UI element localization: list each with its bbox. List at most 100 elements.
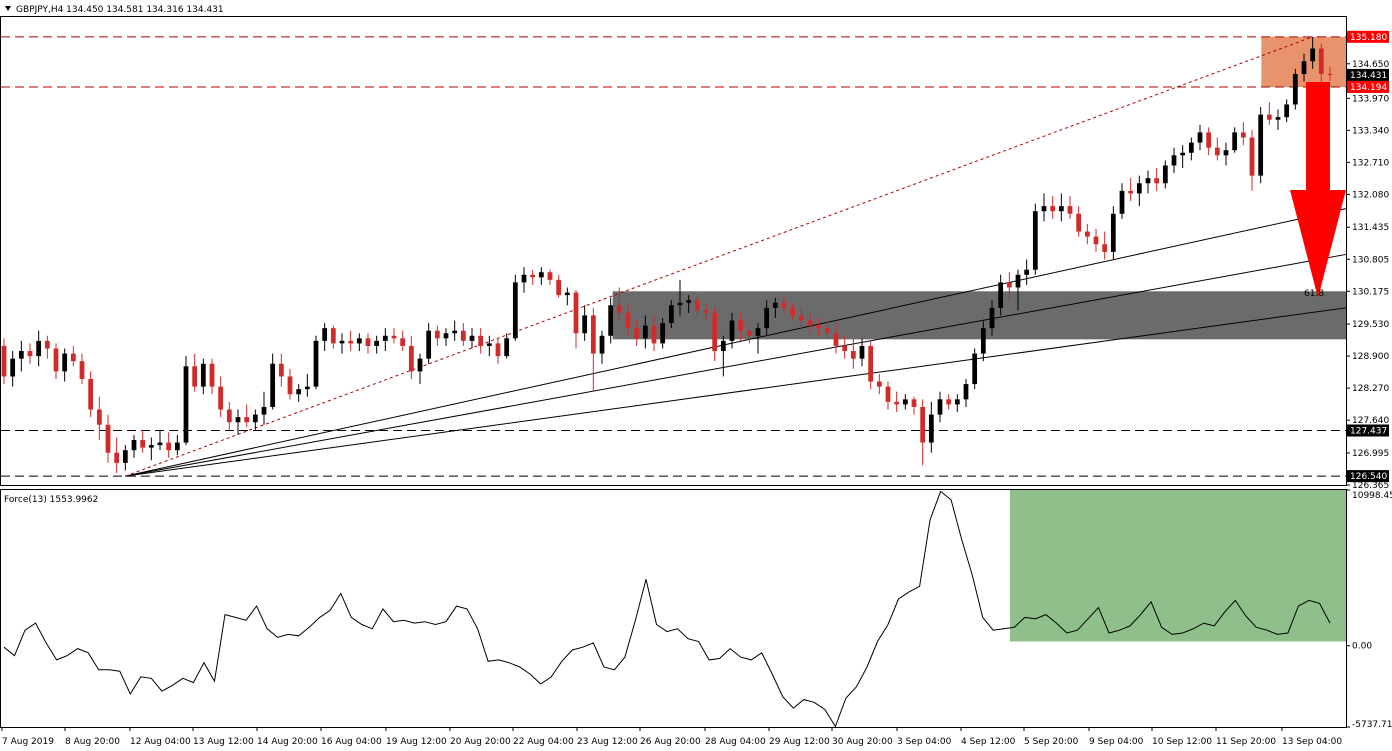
candle-body: [200, 363, 206, 387]
candle-body: [824, 328, 830, 334]
candle-body: [1292, 73, 1298, 105]
candle-body: [1188, 142, 1194, 153]
candle-body: [582, 315, 588, 334]
candle-body: [296, 389, 302, 395]
candle-body: [937, 399, 943, 415]
candle-body: [1024, 269, 1030, 275]
candle-body: [391, 335, 397, 339]
candle-body: [1102, 244, 1108, 252]
time-tick-label: 30 Aug 20:00: [832, 737, 893, 747]
price-tag-bg: [1347, 68, 1389, 81]
candle-body: [686, 300, 692, 303]
candle-body: [1145, 178, 1151, 184]
candle-body: [1171, 155, 1177, 166]
candle-body: [270, 363, 276, 407]
candle-body: [1240, 132, 1246, 138]
candle-body: [530, 274, 536, 278]
candle-body: [1310, 48, 1316, 62]
candle-body: [148, 445, 154, 448]
candle-body: [833, 333, 839, 346]
candle-body: [235, 417, 241, 423]
candle-body: [1275, 117, 1281, 120]
candle-body: [989, 307, 995, 329]
candle-body: [876, 381, 882, 387]
candle-body: [18, 351, 24, 359]
collapse-triangle-icon[interactable]: [5, 6, 11, 11]
candle-body: [1284, 104, 1290, 118]
candle-body: [885, 386, 891, 402]
time-tick-label: 5 Sep 20:00: [1024, 737, 1079, 747]
candle-body: [62, 353, 68, 372]
candle-body: [1119, 190, 1125, 214]
candle-body: [1232, 132, 1238, 151]
candle-body: [452, 330, 458, 334]
time-tick-label: 8 Aug 20:00: [65, 737, 120, 747]
candle-body: [694, 300, 700, 311]
force-tick-label: 10998.450: [1352, 491, 1392, 501]
price-tick-label: 127.640: [1352, 416, 1389, 426]
time-tick-label: 16 Aug 04:00: [321, 737, 382, 747]
time-tick-label: 4 Sep 12:00: [961, 737, 1016, 747]
candle-body: [1266, 114, 1272, 120]
candle-body: [911, 399, 917, 407]
candle-body: [1067, 206, 1073, 214]
candle-body: [400, 338, 406, 346]
candle-body: [1162, 165, 1168, 184]
candle-body: [365, 338, 371, 346]
candle-body: [88, 378, 94, 410]
candle-body: [443, 333, 449, 339]
candle-body: [720, 340, 726, 352]
time-tick-label: 13 Aug 12:00: [193, 737, 254, 747]
time-tick-label: 29 Aug 12:00: [769, 737, 830, 747]
price-tag-label: 134.194: [1350, 83, 1387, 93]
force-tick-label: -5737.718: [1352, 720, 1392, 730]
candle-body: [44, 340, 50, 349]
price-tick-label: 132.710: [1352, 158, 1389, 168]
candle-body: [616, 305, 622, 313]
candle-body: [131, 440, 137, 451]
candle-body: [538, 272, 544, 278]
price-tick-label: 134.650: [1352, 60, 1389, 70]
trend-line-dotted: [125, 36, 1313, 477]
candle-body: [573, 292, 579, 334]
candle-body: [1136, 183, 1142, 194]
candle-body: [651, 325, 657, 344]
candle-body: [70, 353, 76, 362]
candle-body: [374, 340, 380, 346]
candle-body: [1041, 206, 1047, 212]
candle-body: [807, 320, 813, 326]
candle-body: [556, 279, 562, 296]
candle-body: [1110, 213, 1116, 252]
time-tick-label: 3 Sep 04:00: [897, 737, 952, 747]
price-tag-label: 127.437: [1350, 426, 1387, 436]
candle-body: [972, 353, 978, 385]
candle-body: [859, 345, 865, 359]
candle-body: [105, 424, 111, 453]
candle-body: [790, 307, 796, 316]
candle-body: [1058, 206, 1064, 212]
candle-body: [1223, 150, 1229, 156]
candle-body: [781, 302, 787, 308]
candle-body: [382, 335, 388, 341]
candle-body: [547, 272, 553, 280]
candle-body: [1258, 114, 1264, 176]
candle-body: [122, 450, 128, 463]
candle-body: [608, 305, 614, 336]
candle-body: [157, 442, 163, 446]
time-tick-label: 19 Aug 12:00: [386, 737, 447, 747]
fib-level-label: 61.8: [1304, 289, 1324, 299]
candle-body: [677, 302, 683, 306]
candle-body: [816, 325, 822, 329]
fib-fan-line-0: [125, 208, 1347, 477]
candle-body: [894, 401, 900, 405]
candle-body: [166, 442, 172, 451]
candle-body: [920, 406, 926, 443]
candle-body: [599, 335, 605, 354]
price-tick-label: 130.175: [1352, 287, 1389, 297]
candle-body: [27, 351, 33, 357]
candle-body: [244, 417, 250, 423]
fib-fan-line-1: [125, 253, 1347, 477]
time-tick-label: 14 Aug 20:00: [257, 737, 318, 747]
candle-body: [946, 399, 952, 405]
